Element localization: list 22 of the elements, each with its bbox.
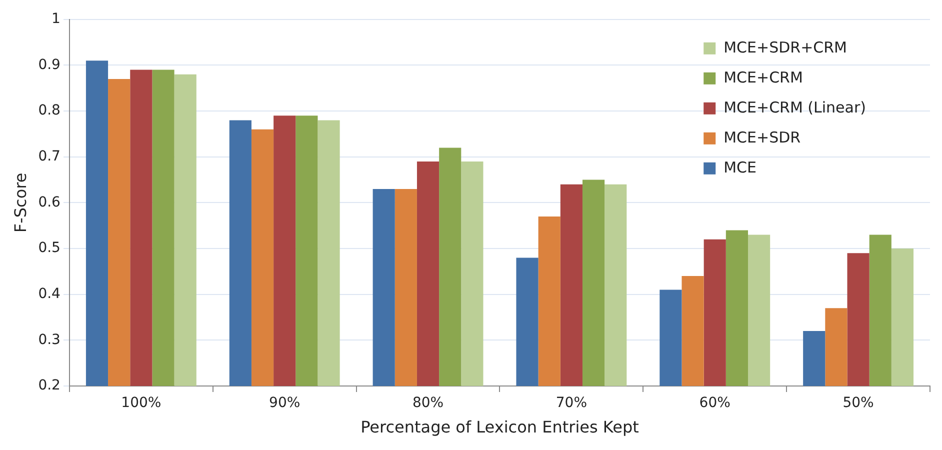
y-tick-label: 0.3 bbox=[38, 332, 60, 348]
legend-label: MCE+CRM (Linear) bbox=[724, 98, 866, 116]
x-tick-label: 100% bbox=[121, 395, 162, 412]
legend-label: MCE+SDR+CRM bbox=[724, 38, 847, 56]
y-tick-label: 1 bbox=[52, 11, 60, 28]
y-tick-label: 0.5 bbox=[38, 240, 60, 256]
y-tick-label: 0.2 bbox=[38, 378, 60, 394]
y-tick-label: 0.9 bbox=[38, 56, 60, 73]
x-tick-label: 80% bbox=[412, 395, 444, 412]
y-tick-label: 0.8 bbox=[38, 102, 60, 119]
x-tick-label: 90% bbox=[269, 395, 300, 412]
x-axis-title: Percentage of Lexicon Entries Kept bbox=[360, 418, 639, 437]
x-tick-label: 60% bbox=[699, 395, 730, 412]
y-tick-label: 0.6 bbox=[38, 194, 61, 210]
legend-label: MCE bbox=[724, 158, 757, 176]
y-tick-label: 0.7 bbox=[38, 148, 60, 165]
x-tick-label: 70% bbox=[556, 395, 588, 412]
x-tick-label: 50% bbox=[842, 395, 874, 412]
legend-label: MCE+CRM bbox=[724, 68, 803, 86]
y-tick-label: 0.4 bbox=[38, 286, 61, 302]
y-axis-title: F-Score bbox=[10, 172, 30, 233]
legend-label: MCE+SDR bbox=[724, 128, 801, 146]
